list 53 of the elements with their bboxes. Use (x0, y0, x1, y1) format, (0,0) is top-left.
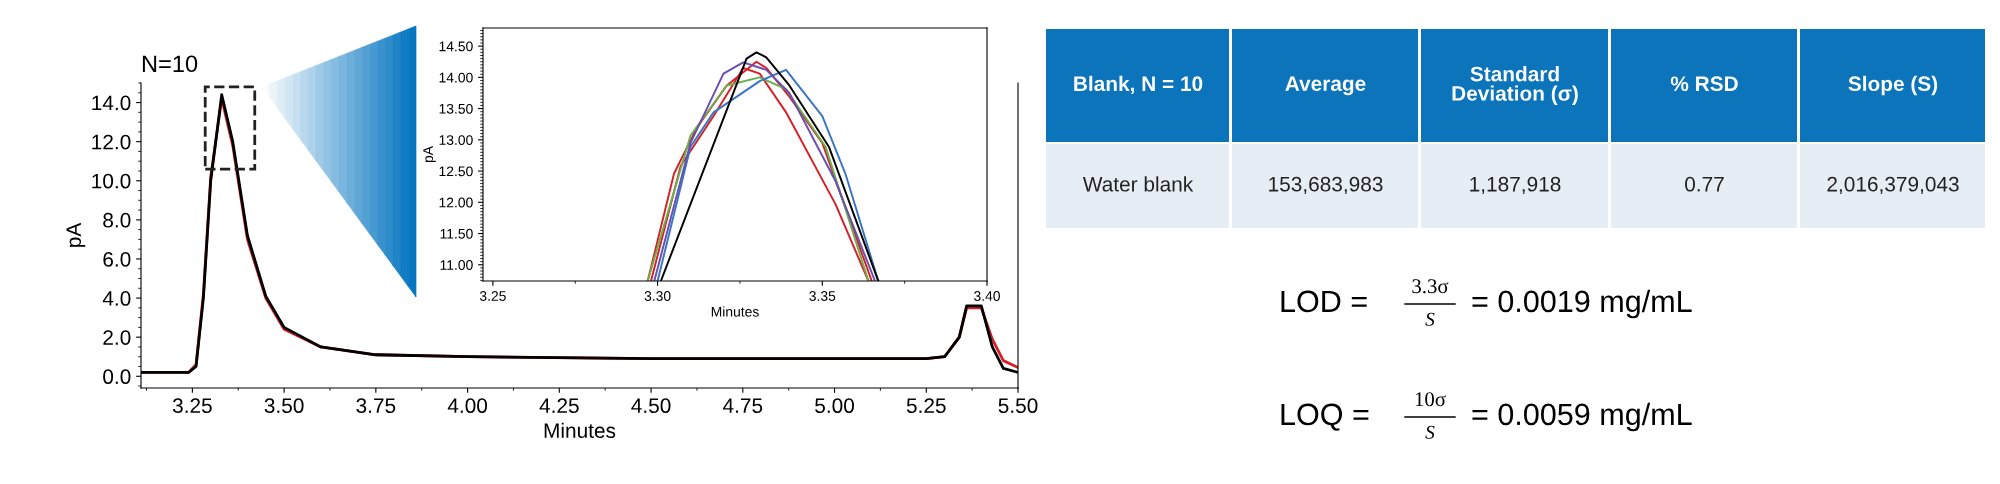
y-tick-label: 4.0 (102, 291, 131, 306)
x-tick-label: 3.30 (644, 291, 671, 301)
text: 0.77 (1685, 176, 1724, 192)
y-tick-label: 11.00 (440, 260, 473, 270)
x-tick-label: 3.25 (172, 398, 212, 414)
x-tick-label: 4.50 (631, 398, 671, 414)
x-tick-label: 5.25 (906, 398, 946, 414)
x-axis-title: Minutes (711, 306, 759, 317)
y-tick-label: 14.0 (92, 95, 131, 111)
x-tick-label: 3.25 (479, 291, 506, 301)
x-tick-label: 3.35 (809, 291, 836, 301)
y-tick-label: 11.50 (440, 228, 473, 239)
x-tick-label: 3.50 (264, 398, 304, 414)
text: S (1425, 312, 1435, 326)
y-tick-label: 0.0 (103, 369, 131, 385)
text: = 0.0019 mg/mL (1472, 289, 1692, 319)
text: 10σ (1415, 392, 1446, 407)
text: 1,187,918 (1470, 176, 1561, 195)
y-tick-label: 10.0 (92, 173, 131, 189)
text: LOD = (1281, 290, 1367, 313)
y-tick-label: 14.50 (439, 41, 473, 52)
y-axis-title: pA (66, 222, 86, 247)
text: = 0.0059 mg/mL (1472, 402, 1692, 432)
x-tick-label: 4.75 (723, 398, 763, 414)
y-tick-label: 12.0 (92, 134, 131, 150)
text: Slope (S) (1848, 75, 1938, 96)
y-tick-label: 12.50 (439, 166, 473, 177)
x-tick-label: 5.00 (815, 398, 854, 414)
text: 3.3σ (1412, 279, 1449, 294)
x-tick-label: 4.00 (447, 398, 488, 414)
text: Standard Deviation (σ) (1452, 66, 1578, 105)
text: Blank, N = 10 (1074, 75, 1203, 95)
text: LOQ = (1281, 403, 1369, 431)
text: 2,016,379,043 (1827, 176, 1959, 195)
x-axis-title: Minutes (544, 422, 616, 438)
chart-title: N=10 (142, 55, 198, 73)
text: 153,683,983 (1269, 176, 1383, 195)
x-tick-label: 4.25 (539, 398, 579, 414)
x-tick-label: 5.50 (998, 398, 1038, 414)
y-tick-label: 8.0 (103, 212, 131, 228)
y-tick-label: 2.0 (103, 330, 131, 345)
text: Average (1285, 76, 1366, 96)
x-tick-label: 3.75 (356, 398, 396, 414)
text: Water blank (1082, 176, 1194, 192)
x-tick-label: 3.40 (974, 291, 1000, 301)
y-tick-label: 13.00 (439, 135, 473, 145)
y-tick-label: 13.50 (439, 103, 473, 114)
text: % RSD (1670, 76, 1738, 92)
y-tick-label: 6.0 (103, 251, 131, 267)
text: S (1425, 425, 1435, 439)
y-tick-label: 14.00 (439, 72, 473, 83)
y-axis-title: pA (423, 146, 436, 163)
y-tick-label: 12.00 (439, 197, 473, 208)
